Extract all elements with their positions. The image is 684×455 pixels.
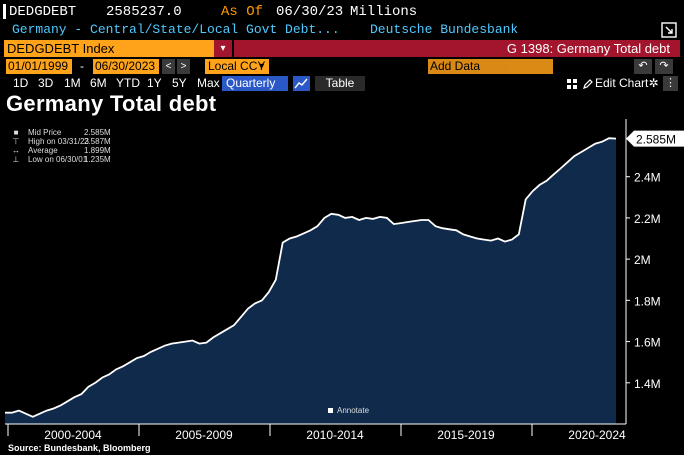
table-button[interactable]: Table — [315, 76, 365, 91]
security-input[interactable]: DEDGDEBT Index — [4, 40, 214, 57]
popout-icon[interactable] — [661, 22, 677, 38]
period-5y[interactable]: 5Y — [172, 76, 187, 90]
security-bar: DEDGDEBT Index ▾ G 1398: Germany Total d… — [0, 40, 684, 57]
x-tick-label: 2005-2009 — [175, 428, 233, 442]
as-of-label: As Of — [221, 4, 264, 20]
y-tick-label: 2.2M — [634, 212, 661, 226]
last-value-label: 2.585M — [636, 133, 676, 147]
frequency-label: Quarterly — [226, 76, 276, 90]
gear-icon[interactable]: ✲ — [648, 76, 659, 90]
period-1m[interactable]: 1M — [64, 76, 81, 90]
legend-label: High on 03/31/23 — [28, 137, 89, 146]
legend-value: 2.585M — [84, 128, 111, 137]
undo-icon[interactable]: ↶ — [634, 59, 652, 74]
more-icon[interactable]: ⋮ — [663, 76, 678, 91]
line-chart-icon[interactable] — [293, 76, 310, 91]
edit-chart-button[interactable]: Edit Chart — [595, 76, 649, 90]
start-date-input[interactable]: 01/01/1999 — [6, 59, 72, 74]
chart-function-title: G 1398: Germany Total debt — [234, 40, 680, 57]
ticker-symbol[interactable]: DEDGDEBT — [9, 4, 77, 20]
chart-svg: 1.4M 1.6M 1.8M 2M 2.2M 2.4M 2.585M 2000-2004 200… — [5, 119, 684, 442]
period-6m[interactable]: 6M — [90, 76, 107, 90]
legend-value: 2.587M — [84, 137, 111, 146]
y-tick-label: 1.4M — [634, 377, 661, 391]
y-tick-label: 2.4M — [634, 171, 661, 185]
legend-symbol: ↔ — [12, 146, 20, 155]
description-row: Germany - Central/State/Local Govt Debt.… — [0, 22, 684, 40]
legend-symbol: ⊥ — [12, 155, 20, 164]
legend-label: Mid Price — [28, 128, 62, 137]
security-dropdown-button[interactable]: ▾ — [214, 40, 232, 57]
period-ytd[interactable]: YTD — [116, 76, 140, 90]
redo-icon[interactable]: ↷ — [655, 59, 673, 74]
x-tick-label: 2015-2019 — [437, 428, 495, 442]
legend-label: Low on 06/30/01 — [28, 155, 88, 164]
chart-area: 1.4M 1.6M 1.8M 2M 2.2M 2.4M 2.585M 2000-2004 200… — [0, 91, 684, 455]
date-range-row: 01/01/1999 - 06/30/2023 < > Local CCY ▼ … — [0, 59, 684, 75]
period-1y[interactable]: 1Y — [147, 76, 162, 90]
currency-select[interactable]: Local CCY ▼ — [205, 59, 269, 74]
annotate-button[interactable]: Annotate — [328, 406, 369, 415]
y-tick-label: 1.6M — [634, 336, 661, 350]
chevron-down-icon: ▼ — [257, 61, 266, 71]
next-period-button[interactable]: > — [177, 59, 190, 74]
y-tick-label: 2M — [634, 253, 651, 267]
pencil-icon[interactable] — [582, 78, 594, 90]
x-tick-label: 2020-2024 — [568, 428, 626, 442]
add-data-input[interactable]: Add Data — [428, 59, 553, 74]
end-date-input[interactable]: 06/30/2023 — [93, 59, 159, 74]
date-separator: - — [80, 59, 84, 73]
data-source: Deutsche Bundesbank — [370, 22, 519, 37]
area-fill — [5, 138, 616, 424]
legend-symbol: ⊤ — [12, 137, 20, 146]
annotate-label: Annotate — [337, 406, 370, 415]
period-toolbar: 1D 3D 1M 6M YTD 1Y 5Y Max Quarterly ▼ Ta… — [0, 76, 684, 104]
series-line — [5, 137, 617, 418]
period-3d[interactable]: 3D — [38, 76, 54, 90]
chart-title: Germany Total debt — [6, 91, 217, 116]
ticker-header-row: DEDGDEBT 2585237.0 As Of 06/30/23 Millio… — [0, 0, 684, 22]
x-tick-label: 2010-2014 — [306, 428, 364, 442]
last-value-tag — [626, 130, 684, 147]
last-value: 2585237.0 — [106, 4, 182, 20]
security-description: Germany - Central/State/Local Govt Debt.… — [12, 22, 340, 37]
grid-layout-icon[interactable] — [566, 78, 578, 90]
legend-value: 1.235M — [84, 155, 111, 164]
table-label: Table — [325, 76, 355, 90]
frequency-select[interactable]: Quarterly ▼ — [222, 76, 288, 104]
prev-period-button[interactable]: < — [162, 59, 175, 74]
annotate-icon — [328, 408, 333, 413]
period-max[interactable]: Max — [197, 76, 220, 90]
as-of-date: 06/30/23 — [276, 4, 344, 20]
legend-label: Average — [28, 146, 58, 155]
legend-value: 1.899M — [84, 146, 111, 155]
currency-label: Local CCY — [208, 59, 266, 73]
x-tick-label: 2000-2004 — [44, 428, 102, 442]
units-label: Millions — [350, 4, 418, 20]
period-1d[interactable]: 1D — [13, 76, 29, 90]
text-cursor — [3, 4, 6, 19]
legend-symbol: ■ — [13, 128, 19, 137]
source-note: Source: Bundesbank, Bloomberg — [8, 443, 151, 453]
y-tick-label: 1.8M — [634, 294, 661, 308]
